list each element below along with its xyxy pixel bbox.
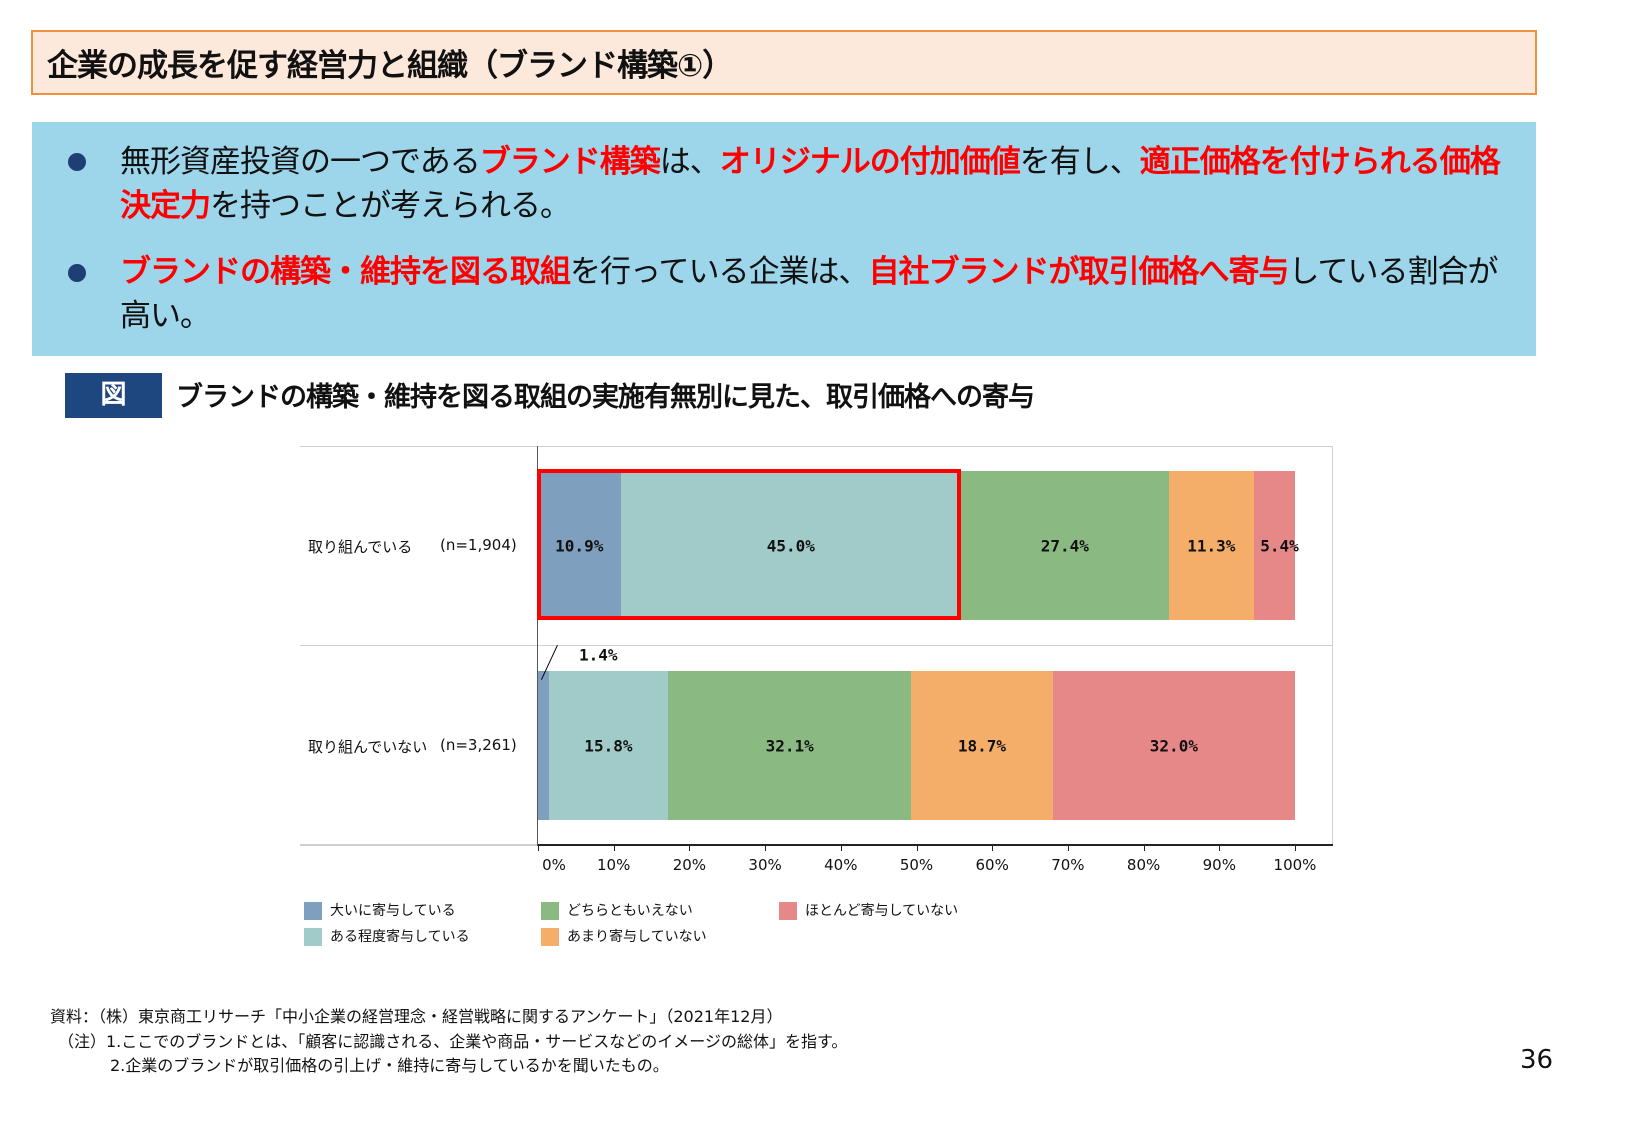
legend-swatch xyxy=(541,902,559,920)
legend-label: あまり寄与していない xyxy=(567,929,707,945)
category-label: 取り組んでいない xyxy=(308,737,428,756)
highlight-text: 自社ブランドが取引価格へ寄与 xyxy=(868,254,1289,290)
legend-item: ある程度寄与している xyxy=(304,926,470,946)
tick-mark xyxy=(765,845,767,851)
category-n: (n=3,261) xyxy=(440,735,517,754)
data-label: 11.3% xyxy=(1187,536,1236,555)
bar-segment xyxy=(620,471,962,620)
tick-mark xyxy=(1143,845,1145,851)
page-title: 企業の成長を促す経営力と組織（ブランド構築①） xyxy=(47,48,733,84)
tick-mark xyxy=(1067,845,1069,851)
body-text: を有し、 xyxy=(1019,144,1141,180)
summary-bullet-2: ブランドの構築・維持を図る取組を行っている企業は、自社ブランドが取引価格へ寄与し… xyxy=(120,250,1510,338)
bar-segment xyxy=(538,671,549,820)
x-tick-label: 70% xyxy=(1051,856,1085,874)
legend-item: ほとんど寄与していない xyxy=(779,900,958,920)
x-tick-label: 90% xyxy=(1202,856,1236,874)
tick-mark xyxy=(992,845,994,851)
x-tick-label: 100% xyxy=(1273,856,1317,874)
x-tick-label: 40% xyxy=(824,856,858,874)
x-tick-label: 80% xyxy=(1126,856,1161,874)
stacked-bar-chart: 取り組んでいる (n=1,904) 取り組んでいない (n=3,261) 10.9% 4… xyxy=(300,446,1333,946)
bar-segment xyxy=(1052,671,1295,820)
tick-mark xyxy=(538,845,539,851)
footnote-note-1: （注）1.ここでのブランドとは、「顧客に認識される、企業や商品・サービスなどのイ… xyxy=(58,1032,848,1051)
bar-segment xyxy=(1254,471,1295,620)
body-text: 無形資産投資の一つである xyxy=(120,144,481,180)
data-label: 18.7% xyxy=(957,736,1007,755)
summary-box: 無形資産投資の一つであるブランド構築は、オリジナルの付加価値を有し、適正価格を付… xyxy=(32,122,1536,356)
figure-title: ブランドの構築・維持を図る取組の実施有無別に見た、取引価格への寄与 xyxy=(176,382,1035,413)
x-tick-label: 60% xyxy=(975,856,1009,874)
data-label: 5.4% xyxy=(1260,536,1299,555)
legend-swatch xyxy=(304,928,322,946)
data-label: 45.0% xyxy=(766,536,815,555)
footnote-note-2: 2.企業のブランドが取引価格の引上げ・維持に寄与しているかを聞いたもの。 xyxy=(110,1056,669,1075)
highlight-text: オリジナルの付加価値 xyxy=(719,144,1021,180)
x-tick-label: 20% xyxy=(672,856,707,874)
title-box: 企業の成長を促す経営力と組織（ブランド構築①） xyxy=(31,30,1537,95)
tick-mark xyxy=(916,845,918,851)
highlight-text: ブランド構築 xyxy=(479,144,661,180)
bullet-icon xyxy=(68,264,86,282)
legend-label: ある程度寄与している xyxy=(330,929,470,945)
data-label: 1.4% xyxy=(579,645,618,665)
data-label: 27.4% xyxy=(1040,536,1089,555)
bar-segment xyxy=(538,471,621,620)
x-tick-label: 0% xyxy=(542,856,566,874)
legend-swatch xyxy=(779,902,797,920)
summary-bullet-1: 無形資産投資の一つであるブランド構築は、オリジナルの付加価値を有し、適正価格を付… xyxy=(120,140,1510,228)
bar-segment xyxy=(548,671,669,820)
x-tick-label: 50% xyxy=(899,856,934,874)
tick-mark xyxy=(1219,845,1221,851)
legend-item: あまり寄与していない xyxy=(541,926,707,946)
bullet-icon xyxy=(68,153,86,171)
row-divider xyxy=(300,645,1333,646)
bar-segment xyxy=(1168,471,1255,620)
bar-segment xyxy=(961,471,1169,620)
body-text: を持つことが考えられる。 xyxy=(210,188,571,224)
x-tick-label: 30% xyxy=(748,856,782,874)
bar-segment xyxy=(668,671,912,820)
legend-label: どちらともいえない xyxy=(567,903,693,919)
body-text: を行っている企業は、 xyxy=(570,254,869,290)
legend-swatch xyxy=(304,902,322,920)
highlight-text: ブランドの構築・維持を図る取組 xyxy=(120,254,571,290)
data-label: 32.1% xyxy=(765,736,814,755)
data-label: 15.8% xyxy=(584,736,633,755)
highlight-text: 適正価格を付けられる価格決定力 xyxy=(120,144,1501,224)
legend-item: 大いに寄与している xyxy=(304,900,456,920)
highlight-box xyxy=(537,469,962,620)
footnote-source: 資料：（株）東京商工リサーチ「中小企業の経営理念・経営戦略に関するアンケート」（… xyxy=(50,1007,783,1026)
legend-swatch xyxy=(541,928,559,946)
tick-mark xyxy=(613,845,615,851)
legend-label: ほとんど寄与していない xyxy=(805,903,959,919)
y-axis xyxy=(537,446,538,846)
body-text: は、 xyxy=(659,144,721,180)
tick-mark xyxy=(689,845,691,851)
tick-mark xyxy=(1295,845,1296,851)
category-n: (n=1,904) xyxy=(440,535,517,554)
plot-top-border xyxy=(300,446,1333,447)
data-label: 10.9% xyxy=(555,536,604,555)
body-text: している割合が高い。 xyxy=(120,254,1499,334)
legend-item: どちらともいえない xyxy=(541,900,693,920)
x-axis xyxy=(538,844,1333,846)
plot-bottom-border xyxy=(300,844,538,846)
category-label: 取り組んでいる xyxy=(308,537,413,556)
data-label: 32.0% xyxy=(1149,736,1198,755)
figure-badge: 図 xyxy=(65,373,162,418)
tick-mark xyxy=(840,845,842,851)
bar-segment xyxy=(911,671,1053,820)
legend-label: 大いに寄与している xyxy=(330,903,456,919)
page-number: 36 xyxy=(1520,1045,1554,1075)
x-tick-label: 10% xyxy=(597,856,631,874)
